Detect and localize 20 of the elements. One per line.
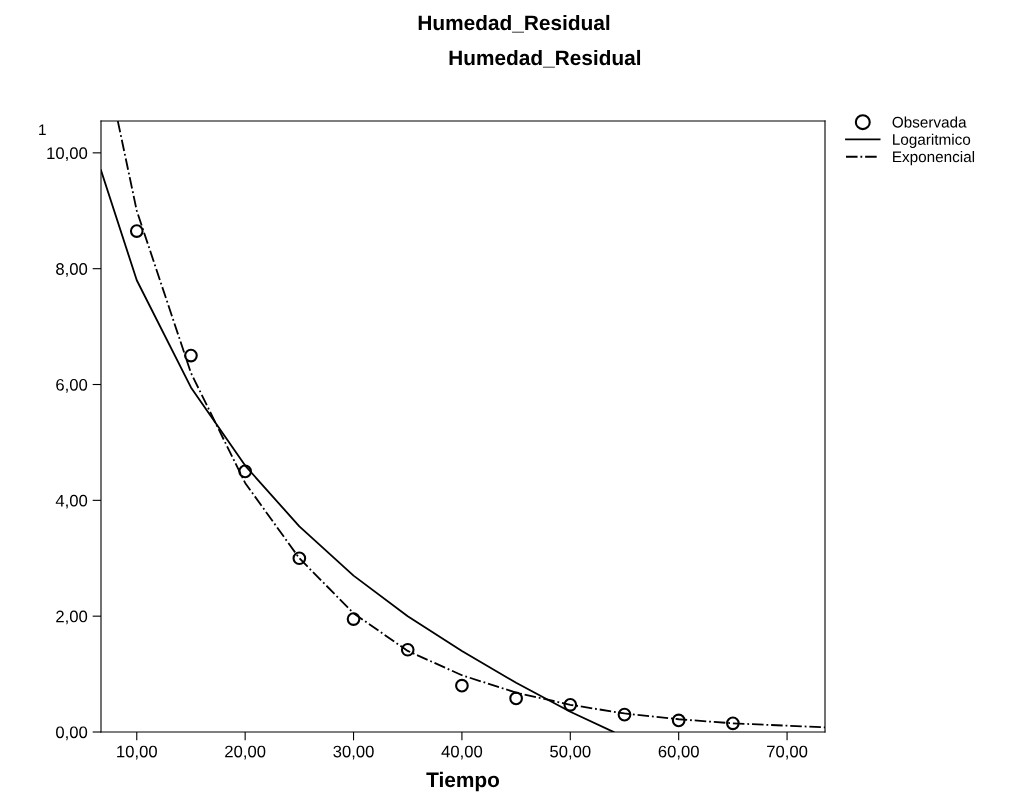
x-axis-title: Tiempo: [426, 771, 500, 792]
chart-title: Humedad_Residual: [418, 14, 610, 33]
legend-label: Exponencial: [893, 151, 975, 166]
chart-subtitle: Humedad_Residual: [449, 49, 641, 68]
text: 1: [39, 124, 46, 135]
x-tick-label: 40,00: [441, 745, 483, 760]
x-tick-label: 20,00: [225, 745, 266, 760]
x-tick-label: 10,00: [117, 745, 157, 760]
legend-label: Logaritmico: [893, 133, 971, 148]
y-tick-label: 2,00: [56, 610, 88, 625]
x-tick-label: 50,00: [550, 745, 591, 760]
y-tick-label: 6,00: [56, 378, 88, 393]
legend-label: Observada: [892, 116, 967, 128]
x-tick-label: 60,00: [658, 745, 699, 760]
x-tick-label: 30,00: [333, 745, 374, 760]
y-tick-label: 8,00: [56, 263, 88, 277]
y-tick-label: 4,00: [55, 494, 88, 509]
y-tick-label: 10,00: [47, 147, 88, 162]
y-tick-label: 0,00: [56, 726, 88, 741]
x-tick-label: 70,00: [767, 745, 808, 760]
